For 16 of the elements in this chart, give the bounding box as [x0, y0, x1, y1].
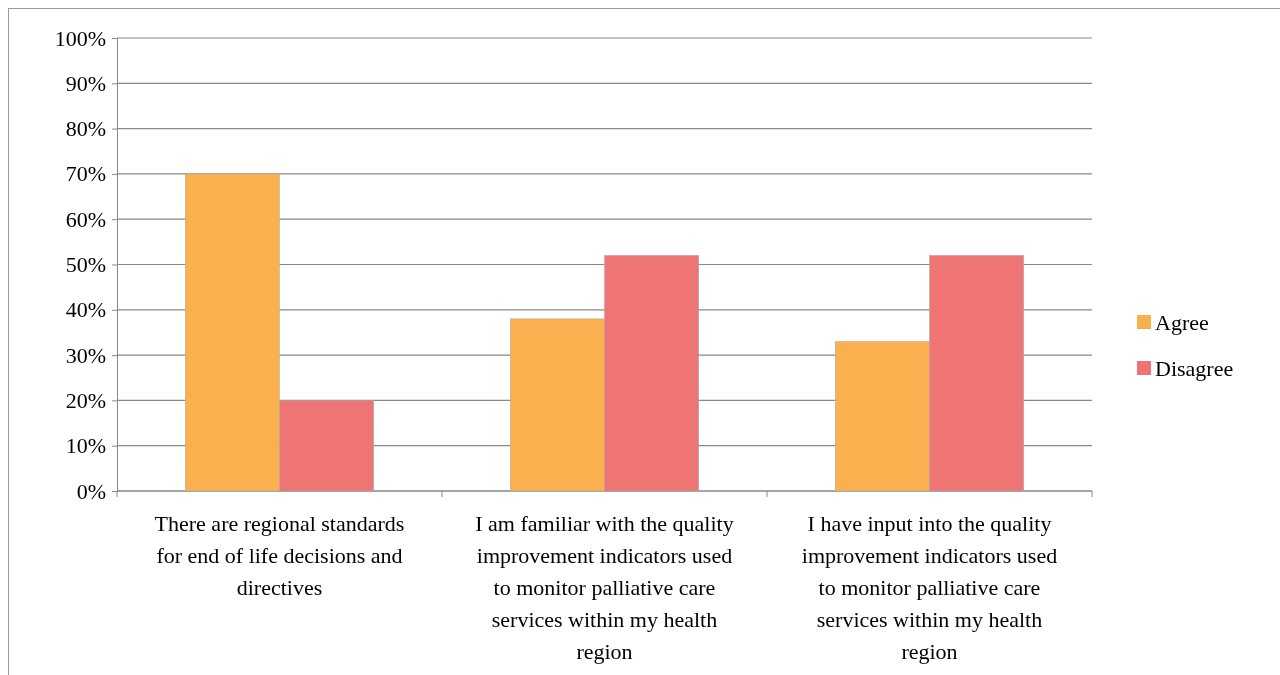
y-tick-label: 70%	[65, 161, 106, 187]
y-tick-label: 10%	[65, 433, 106, 459]
y-tick-label: 20%	[65, 387, 106, 413]
x-tick-label: I have input into the quality improvement indicators used to monitor palliative care services within my health region	[801, 511, 1058, 664]
y-tick-label: 50%	[65, 252, 106, 278]
y-tick-label: 60%	[65, 206, 106, 232]
y-tick-label: 90%	[65, 70, 106, 96]
y-tick-label: 80%	[65, 116, 106, 142]
y-tick-label: 30%	[65, 342, 106, 368]
legend-label: Agree	[1155, 310, 1209, 335]
x-tick-label: I am familiar with the quality improvement indicators used to monitor palliative care services within my health region	[475, 511, 734, 664]
y-tick-label: 40%	[65, 297, 106, 323]
x-tick-label: There are regional standards for end of life decisions and directives	[154, 511, 405, 600]
legend-label: Disagree	[1155, 356, 1234, 381]
y-tick-label: 0%	[76, 478, 106, 504]
y-tick-label: 100%	[54, 25, 106, 51]
